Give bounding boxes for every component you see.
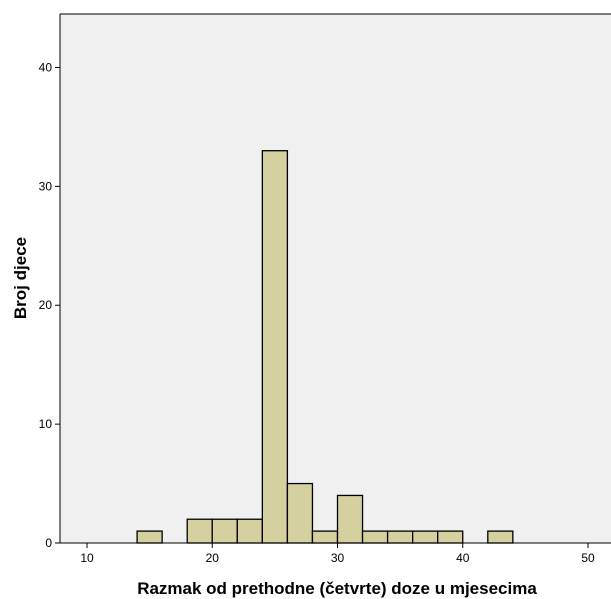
- histogram-bar-24-26: [261, 150, 289, 544]
- x-tick-label: 50: [581, 551, 595, 565]
- y-tick-label: 10: [39, 417, 53, 431]
- bars-group: [136, 150, 514, 544]
- histogram-bar-20-22: [211, 518, 238, 544]
- x-tick-label: 30: [331, 551, 345, 565]
- histogram-bar-42-44: [487, 530, 514, 544]
- y-tick-label: 40: [39, 60, 53, 74]
- histogram-bar-34-36: [386, 530, 414, 544]
- y-axis-title: Broj djece: [11, 237, 30, 319]
- y-tick-label: 30: [39, 179, 53, 193]
- plot-background: [60, 14, 611, 543]
- histogram-bar-32-34: [361, 530, 389, 544]
- histogram-bar-30-32: [336, 494, 364, 544]
- histogram-bar-28-30: [311, 530, 339, 544]
- x-tick-label: 20: [206, 551, 220, 565]
- histogram-bar-22-24: [236, 518, 264, 544]
- histogram-bar-14-16: [136, 530, 163, 544]
- histogram-bar-36-38: [411, 530, 439, 544]
- x-tick-label: 40: [456, 551, 470, 565]
- histogram-bar-26-28: [286, 482, 314, 544]
- x-ticks-group: 10 20 30 40 50: [80, 543, 595, 565]
- histogram-bar-38-40: [437, 530, 464, 544]
- y-ticks-group: 0 10 20 30 40: [39, 60, 60, 550]
- histogram-bar-18-20: [186, 518, 213, 544]
- y-tick-label: 20: [39, 298, 53, 312]
- y-tick-label: 0: [45, 536, 52, 550]
- x-axis-title: Razmak od prethodne (četvrte) doze u mje…: [137, 579, 537, 598]
- x-tick-label: 10: [80, 551, 94, 565]
